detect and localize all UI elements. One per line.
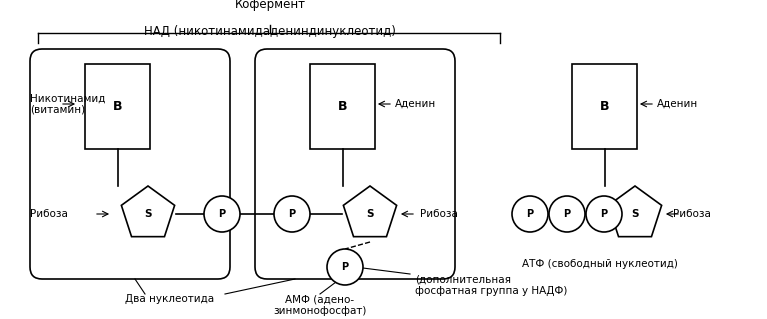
Text: P: P <box>341 262 348 272</box>
Bar <box>310 64 375 149</box>
FancyBboxPatch shape <box>255 49 455 279</box>
Text: P: P <box>219 209 225 219</box>
Text: АМФ (адено-
зинмонофосфат): АМФ (адено- зинмонофосфат) <box>273 294 367 315</box>
Text: S: S <box>144 209 152 219</box>
Text: Рибоза: Рибоза <box>673 209 711 219</box>
Text: (дополнительная
фосфатная группа у НАДФ): (дополнительная фосфатная группа у НАДФ) <box>415 274 568 296</box>
Text: P: P <box>601 209 607 219</box>
Text: В: В <box>600 100 609 113</box>
Circle shape <box>512 196 548 232</box>
Text: P: P <box>526 209 534 219</box>
Polygon shape <box>608 186 662 237</box>
Text: P: P <box>288 209 295 219</box>
Text: S: S <box>367 209 374 219</box>
Text: Никотинамид
(витамин): Никотинамид (витамин) <box>30 93 105 115</box>
Circle shape <box>586 196 622 232</box>
Text: В: В <box>113 100 122 113</box>
Text: НАД (никотинамидадениндинуклеотид): НАД (никотинамидадениндинуклеотид) <box>144 25 396 38</box>
Text: Два нуклеотида: Два нуклеотида <box>126 294 215 304</box>
Text: Рибоза: Рибоза <box>420 209 458 219</box>
Text: В: В <box>337 100 347 113</box>
Text: АТФ (свободный нуклеотид): АТФ (свободный нуклеотид) <box>522 259 678 269</box>
Circle shape <box>327 249 363 285</box>
Text: Аденин: Аденин <box>657 99 698 109</box>
Polygon shape <box>344 186 397 237</box>
Circle shape <box>204 196 240 232</box>
Polygon shape <box>121 186 175 237</box>
Bar <box>85 64 150 149</box>
Circle shape <box>549 196 585 232</box>
Text: Рибоза: Рибоза <box>30 209 67 219</box>
Text: P: P <box>564 209 571 219</box>
Bar <box>572 64 637 149</box>
Text: S: S <box>631 209 639 219</box>
Circle shape <box>274 196 310 232</box>
Text: Кофермент: Кофермент <box>235 0 305 11</box>
FancyBboxPatch shape <box>30 49 230 279</box>
Text: Аденин: Аденин <box>395 99 436 109</box>
